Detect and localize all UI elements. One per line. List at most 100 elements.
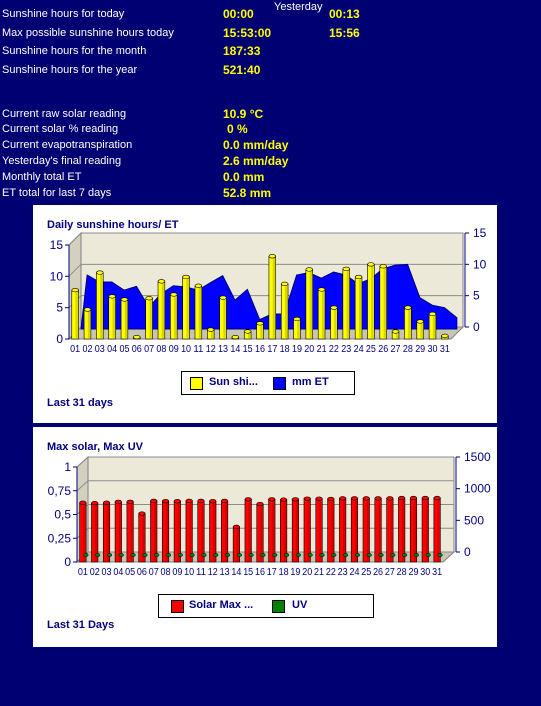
- evapotranspiration-value: 0.0 mm/day: [223, 138, 289, 152]
- y-left-tick-label: 0,5: [54, 508, 71, 522]
- uv-bar: [390, 553, 396, 557]
- y-left-tick-label: 15: [50, 238, 64, 252]
- chart-footer: Last 31 Days: [47, 619, 115, 631]
- x-tick-label: 09: [172, 567, 182, 578]
- uv-bar: [307, 553, 313, 557]
- uv-bar: [118, 553, 124, 557]
- x-tick-label: 06: [132, 344, 142, 355]
- uv-bar: [284, 553, 290, 557]
- bar: [173, 499, 181, 563]
- x-tick-label: 19: [290, 567, 300, 578]
- x-tick-label: 08: [161, 567, 171, 578]
- y-right-tick-label: 15: [473, 227, 487, 240]
- y-left-tick-label: 0,25: [48, 531, 72, 545]
- uv-bar: [248, 553, 254, 557]
- x-tick-label: 02: [90, 567, 100, 578]
- yesterday-header: Yesterday: [274, 1, 323, 13]
- uv-bar: [83, 553, 89, 557]
- uv-bar: [107, 553, 113, 557]
- x-tick-label: 24: [354, 344, 364, 355]
- gridline: [76, 456, 89, 468]
- x-tick-label: 02: [82, 344, 92, 355]
- x-tick-label: 14: [231, 567, 241, 578]
- x-tick-label: 21: [314, 567, 324, 578]
- uv-bar: [378, 553, 384, 557]
- et-7days-value: 52.8 mm: [223, 186, 272, 200]
- y-left-tick-label: 1: [64, 460, 71, 474]
- x-tick-label: 28: [397, 567, 407, 578]
- max-sunshine-label: Max possible sunshine hours today: [2, 27, 174, 39]
- monthly-et-value: 0.0 mm: [223, 170, 265, 184]
- y-right-tick-label: 10: [473, 257, 487, 271]
- uv-bar: [437, 553, 443, 557]
- bar: [256, 321, 264, 340]
- x-tick-label: 09: [169, 344, 179, 355]
- chart-footer: Last 31 days: [47, 397, 114, 409]
- uv-bar: [213, 553, 219, 557]
- x-tick-label: 31: [440, 344, 450, 355]
- y-right-tick-label: 1000: [464, 482, 491, 496]
- bar: [409, 495, 418, 563]
- uv-bar: [236, 553, 242, 557]
- x-tick-label: 17: [267, 344, 277, 355]
- solar-percent-label: Current solar % reading: [2, 123, 119, 135]
- bar: [441, 333, 449, 340]
- uv-bar: [260, 553, 266, 557]
- uv-bar: [425, 553, 431, 557]
- bar: [404, 305, 412, 340]
- x-tick-label: 18: [279, 567, 289, 578]
- x-tick-label: 19: [292, 344, 302, 355]
- chart-legend: Solar Max ... UV: [158, 594, 374, 618]
- x-tick-label: 23: [341, 344, 351, 355]
- legend-label-sunshine: Sun shi...: [209, 376, 258, 388]
- x-tick-label: 23: [338, 567, 348, 578]
- sunshine-year-label: Sunshine hours for the year: [2, 64, 138, 76]
- x-tick-label: 16: [255, 567, 265, 578]
- bar: [354, 274, 363, 340]
- chart-title: Daily sunshine hours/ ET: [47, 219, 179, 231]
- raw-solar-value: 10.9 °C: [223, 107, 264, 121]
- bar: [243, 329, 252, 340]
- x-tick-label: 11: [196, 567, 206, 578]
- uv-bar: [272, 553, 278, 557]
- x-tick-label: 12: [206, 344, 216, 355]
- bar: [391, 329, 400, 340]
- bar: [108, 294, 116, 340]
- et-7days-label: ET total for last 7 days: [2, 187, 112, 199]
- x-tick-label: 20: [302, 567, 312, 578]
- solar-percent-value: 0 %: [227, 122, 248, 136]
- y-left-tick-label: 0,75: [48, 484, 72, 498]
- bar: [182, 274, 190, 340]
- uv-bar: [354, 553, 360, 557]
- bar: [398, 495, 406, 563]
- x-tick-label: 29: [415, 344, 425, 355]
- y-right-tick-label: 500: [464, 513, 484, 527]
- x-tick-label: 06: [137, 567, 147, 578]
- uv-bar: [166, 553, 172, 557]
- uv-bar: [402, 553, 408, 557]
- sunshine-today-label: Sunshine hours for today: [2, 8, 125, 20]
- bar: [268, 497, 276, 563]
- yesterday-reading-label: Yesterday's final reading: [2, 155, 122, 167]
- bar: [291, 497, 299, 563]
- bar: [386, 496, 394, 563]
- y-left-tick-label: 0: [56, 332, 63, 346]
- sunshine-month-value: 187:33: [223, 44, 261, 58]
- x-tick-label: 25: [366, 344, 376, 355]
- uv-bar: [295, 553, 301, 557]
- bar: [232, 524, 240, 563]
- bar: [185, 498, 193, 563]
- legend-label-et: mm ET: [292, 376, 329, 388]
- bar: [367, 262, 375, 340]
- bar: [293, 316, 301, 340]
- gridline: [68, 232, 82, 246]
- bar: [305, 267, 313, 340]
- y-left-tick-label: 5: [56, 301, 63, 315]
- y-left-tick-label: 0: [64, 555, 71, 569]
- x-tick-label: 07: [149, 567, 159, 578]
- bar: [207, 327, 215, 340]
- bar: [244, 497, 252, 563]
- x-tick-label: 30: [420, 567, 430, 578]
- bar: [256, 501, 264, 563]
